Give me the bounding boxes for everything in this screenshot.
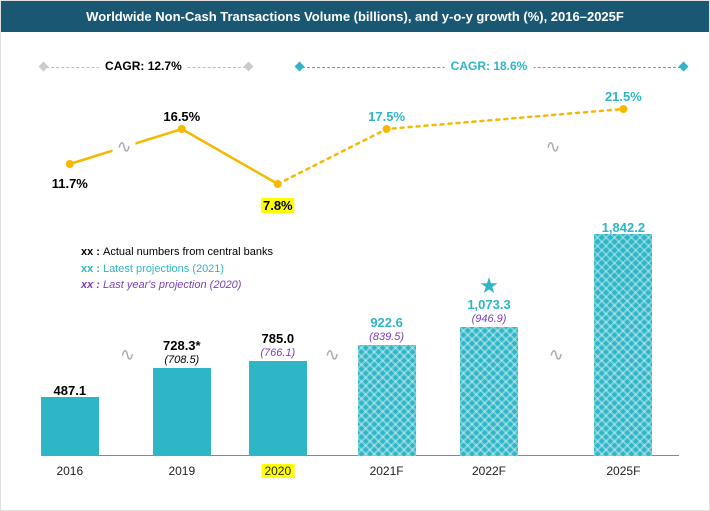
x-axis-label: 2020 [261, 464, 294, 478]
legend: xx : Actual numbers from central banksxx… [81, 244, 273, 294]
x-axis-label: 2019 [168, 464, 195, 478]
diamond-icon [39, 62, 49, 72]
diamond-icon [679, 62, 689, 72]
growth-marker [66, 160, 74, 168]
growth-marker [619, 105, 627, 113]
chart-title: Worldwide Non-Cash Transactions Volume (… [1, 1, 709, 32]
bar-value-sublabel: (766.1) [260, 347, 295, 359]
legend-row-actual: xx : Actual numbers from central banks [81, 244, 273, 261]
bar [153, 368, 211, 456]
x-axis-label: 2022F [472, 464, 506, 478]
chart-area: CAGR: 12.7% CAGR: 18.6% 11.7% 16.5% 7.8% 17.5… [41, 39, 679, 480]
axis-break-icon: ∿ [113, 137, 136, 158]
bar-value-sublabel: (839.5) [369, 331, 404, 343]
legend-row-latest: xx : Latest projections (2021) [81, 261, 273, 278]
growth-line-dotted [278, 109, 624, 184]
bar-value-label: 1,842.2 [602, 220, 645, 235]
bar [460, 327, 518, 456]
growth-marker [274, 180, 282, 188]
growth-label: 17.5% [368, 109, 405, 124]
bar-value-label: 1,073.3 [467, 297, 510, 312]
bar [249, 361, 307, 456]
growth-label: 21.5% [605, 89, 642, 104]
growth-line-solid [70, 129, 278, 184]
cagr-label-right: CAGR: 18.6% [445, 59, 534, 73]
x-axis-label: 2016 [56, 464, 83, 478]
growth-label: 16.5% [163, 109, 200, 124]
diamond-icon [243, 62, 253, 72]
cagr-row: CAGR: 12.7% CAGR: 18.6% [41, 57, 679, 77]
bar-value-label: 728.3* [163, 338, 201, 353]
axis-break-icon: ∿ [541, 137, 564, 158]
star-icon: ★ [479, 273, 499, 299]
growth-label: 11.7% [52, 176, 88, 191]
bar-value-sublabel: (708.5) [164, 354, 199, 366]
x-axis-label: 2025F [606, 464, 640, 478]
legend-row-lastyear: xx : Last year's projection (2020) [81, 277, 273, 294]
bar [358, 345, 416, 456]
growth-marker [383, 125, 391, 133]
cagr-label-left: CAGR: 12.7% [99, 59, 188, 73]
bar-value-sublabel: (946.9) [472, 313, 507, 325]
bar-value-label: 487.1 [54, 383, 87, 398]
bar-value-label: 922.6 [370, 315, 403, 330]
growth-marker [178, 125, 186, 133]
x-axis-label: 2021F [370, 464, 404, 478]
growth-label: 7.8% [261, 198, 295, 213]
diamond-icon [295, 62, 305, 72]
bar-value-label: 785.0 [262, 331, 295, 346]
bar [41, 397, 99, 456]
bar [594, 234, 652, 456]
